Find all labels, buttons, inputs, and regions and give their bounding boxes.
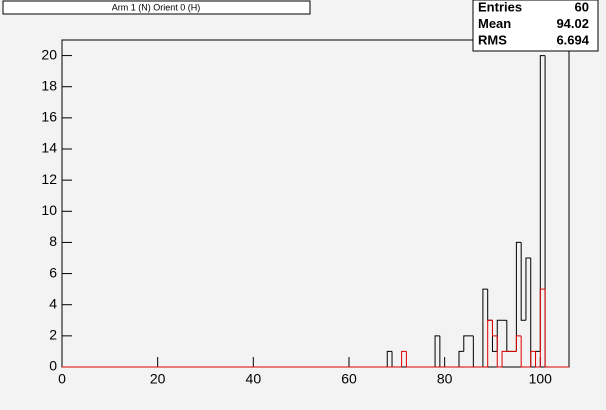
histogram-bin <box>463 335 469 352</box>
y-tick-label: 6 <box>49 264 57 280</box>
histogram-bin <box>386 350 393 367</box>
histogram-bin <box>544 289 569 368</box>
histogram-bin <box>539 55 546 352</box>
y-tick-label: 18 <box>41 77 57 93</box>
y-tick-label: 10 <box>41 202 57 218</box>
histogram-bin <box>496 335 503 368</box>
y-tick-label: 0 <box>49 358 57 374</box>
histogram-bin <box>434 335 440 367</box>
stat-label: Entries <box>478 0 522 14</box>
stat-value: 6.694 <box>556 32 589 47</box>
chart-title: Arm 1 (N) Orient 0 (H) <box>112 2 201 12</box>
stats-box <box>472 0 599 52</box>
histogram-bin <box>491 320 498 337</box>
histogram-bin <box>458 350 464 367</box>
histogram-bin <box>405 351 412 368</box>
y-tick-label: 2 <box>49 327 57 343</box>
y-tick-label: 8 <box>49 233 57 249</box>
histogram-bin <box>520 242 526 321</box>
x-tick-label: 20 <box>150 371 166 387</box>
histogram-bin <box>401 350 407 367</box>
stat-label: Mean <box>478 16 511 31</box>
stat-value: 94.02 <box>556 16 589 31</box>
x-tick-label: 100 <box>529 371 553 387</box>
histogram-bin <box>487 319 493 367</box>
histogram-bin <box>501 350 507 367</box>
title-box <box>2 0 311 15</box>
histogram-bin <box>525 257 531 321</box>
histogram-bin <box>535 351 541 368</box>
x-tick-label: 40 <box>246 371 262 387</box>
histogram-bin <box>539 288 546 367</box>
x-tick-label: 60 <box>341 371 357 387</box>
x-tick-label: 80 <box>437 371 453 387</box>
y-tick-label: 20 <box>41 46 57 62</box>
histogram-bin <box>482 288 488 367</box>
y-tick-label: 12 <box>41 171 57 187</box>
y-tick-label: 4 <box>49 295 57 311</box>
x-tick-label: 0 <box>58 371 66 387</box>
y-tick-label: 14 <box>41 140 57 156</box>
y-tick-label: 16 <box>41 109 57 125</box>
histogram-bin <box>520 335 526 368</box>
stat-label: RMS <box>478 32 507 47</box>
stat-value: 60 <box>575 0 589 14</box>
histogram-bin <box>515 241 522 352</box>
histogram-bin <box>515 335 522 352</box>
histogram-bin <box>530 350 536 367</box>
